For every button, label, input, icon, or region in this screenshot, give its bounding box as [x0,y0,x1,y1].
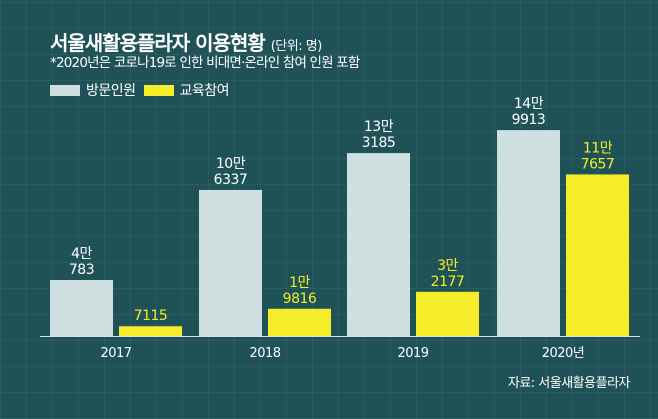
bar-visitors [50,279,113,336]
x-tick-label: 2017 [100,346,131,361]
data-label: 10만 [216,156,246,172]
data-label: 2177 [431,274,465,290]
data-label: 9816 [283,291,317,307]
source-note: 자료: 서울새활용플라자 [507,376,631,391]
bar-education [119,326,182,336]
data-label: 7657 [581,156,615,172]
x-tick-label: 2020년 [542,346,585,361]
unit-label: (단위: 명) [270,39,323,54]
data-label: 1만 [289,275,310,291]
legend-swatch [50,84,80,96]
bar-visitors [347,153,410,336]
chart-title: 서울새활용플라자 이용현황 (단위: 명) [50,31,323,55]
data-label: 9913 [512,112,546,128]
bar-visitors [199,189,262,336]
data-label: 7115 [134,308,168,324]
data-label: 14만 [514,96,544,112]
x-tick-label: 2019 [397,346,428,361]
data-label: 13만 [364,119,394,135]
bar-education [566,174,629,336]
data-label: 3185 [362,135,396,151]
legend-item-visitors: 방문인원 [50,80,136,100]
bar-education [268,308,331,336]
legend-swatch [143,84,174,96]
data-label: 783 [69,262,94,278]
legend: 방문인원 교육참여 [50,80,237,100]
data-label: 3만 [437,258,458,274]
data-label: 6337 [214,172,248,188]
bar-visitors [497,130,560,336]
data-label: 4만 [71,246,92,262]
legend-item-education: 교육참여 [143,80,230,100]
x-tick-label: 2018 [249,346,280,361]
chart-subtitle: *2020년은 코로나19로 인한 비대면·온라인 참여 인원 포함 [50,55,360,71]
bar-education [416,291,479,336]
data-label: 11만 [583,140,613,156]
